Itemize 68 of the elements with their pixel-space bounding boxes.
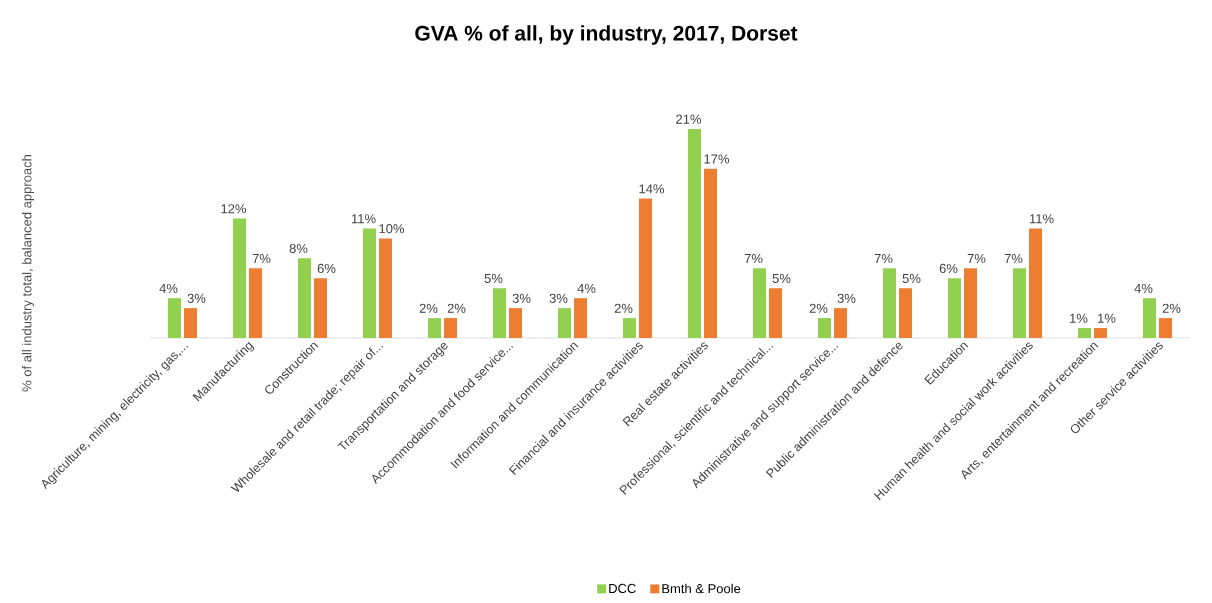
bar (883, 268, 896, 338)
bar (688, 128, 701, 338)
data-label: 5% (484, 273, 503, 284)
bar (1029, 228, 1042, 338)
bar (509, 308, 522, 338)
data-label: 7% (744, 254, 763, 264)
data-label: 1% (1070, 313, 1088, 323)
bar (493, 288, 506, 338)
data-label: 3% (837, 293, 856, 303)
bar (899, 288, 912, 338)
data-label: 14% (639, 184, 665, 194)
data-label: 10% (379, 224, 405, 234)
data-label: 6% (317, 263, 336, 274)
bar (314, 278, 328, 338)
bar (639, 198, 652, 338)
data-label: 8% (289, 243, 308, 254)
data-label: 12% (221, 204, 247, 214)
data-label: 4% (577, 283, 596, 293)
bar (363, 228, 376, 338)
y-axis-title: % of all industry total, balanced approach (21, 155, 35, 392)
chart-title: GVA % of all, by industry, 2017, Dorset (415, 25, 798, 45)
bar (948, 278, 961, 338)
data-label: 7% (252, 254, 271, 264)
data-label: 5% (772, 273, 791, 284)
bar (379, 238, 392, 338)
bar (818, 318, 831, 338)
bar (168, 298, 181, 338)
bar (558, 308, 571, 338)
data-label: 1% (1098, 313, 1116, 323)
bar (964, 268, 977, 338)
bar (834, 308, 847, 338)
bar (1094, 328, 1107, 338)
data-label: 2% (447, 303, 466, 313)
data-label: 7% (874, 254, 893, 264)
data-label: 2% (419, 303, 438, 313)
bar (769, 288, 782, 338)
bar (249, 268, 262, 338)
legend-label: Bmth & Poole (662, 583, 741, 594)
bar (298, 258, 311, 338)
data-label: 3% (187, 293, 206, 303)
bar (704, 168, 717, 338)
data-label: 5% (902, 273, 921, 284)
bar (753, 268, 766, 338)
data-label: 2% (614, 303, 633, 313)
data-label: 6% (939, 263, 958, 274)
bar (574, 298, 587, 338)
data-label: 11% (1029, 214, 1054, 224)
data-label: 2% (809, 303, 828, 313)
data-label: 4% (159, 283, 178, 293)
data-label: 7% (1004, 254, 1023, 264)
bar (1013, 268, 1026, 338)
bar (1143, 298, 1156, 338)
bar (623, 318, 636, 338)
data-label: 3% (512, 293, 531, 303)
data-label: 11% (351, 214, 376, 224)
data-label: 4% (1134, 283, 1153, 293)
data-label: 7% (967, 254, 986, 264)
data-label: 3% (549, 293, 568, 303)
legend-label: DCC (609, 583, 636, 594)
data-label: 21% (676, 114, 702, 124)
bar (1159, 318, 1172, 338)
bar (428, 318, 441, 338)
bar (233, 218, 246, 338)
bar (444, 318, 457, 338)
bar (1078, 328, 1091, 338)
data-label: 2% (1162, 303, 1181, 313)
bar (184, 308, 197, 338)
data-label: 17% (704, 154, 730, 164)
